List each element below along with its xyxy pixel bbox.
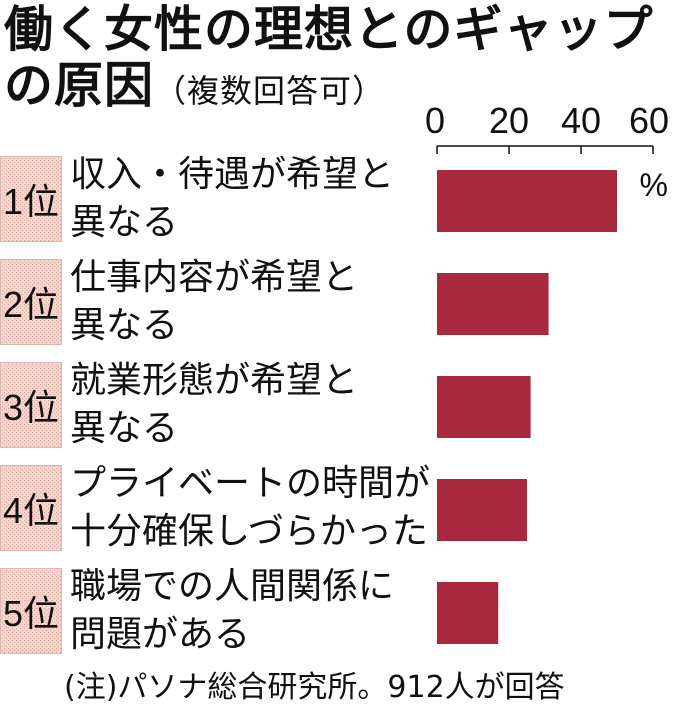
category-label-line1: プライベートの時間が <box>70 463 431 504</box>
rank-label: 2位 <box>0 259 62 345</box>
rank-label: 3位 <box>0 362 62 448</box>
rank-label: 5位 <box>0 568 62 654</box>
category-label-line2: 十分確保しづらかった <box>70 511 428 552</box>
rank-background <box>0 259 62 345</box>
category-label-line1: 職場での人間関係に <box>70 566 395 607</box>
x-tick-label: 0 <box>425 100 445 141</box>
category-label-line2: 異なる <box>70 408 179 449</box>
x-tick-label: 60 <box>629 100 669 141</box>
x-tick-label: 20 <box>489 100 529 141</box>
bar <box>437 479 527 541</box>
chart-subtitle: （複数回答可） <box>154 72 386 110</box>
bar <box>437 376 531 438</box>
x-tick-label: 40 <box>561 100 601 141</box>
rank-label: 1位 <box>0 156 62 242</box>
rank-background <box>0 568 62 654</box>
bar <box>437 582 499 644</box>
category-label-line2: 問題がある <box>70 614 251 655</box>
bar <box>437 170 617 232</box>
rank-label: 4位 <box>0 465 62 551</box>
unit-label: % <box>640 167 668 203</box>
category-label-line2: 異なる <box>70 202 179 243</box>
category-label-line2: 異なる <box>70 305 179 346</box>
chart-title-line2: の原因（複数回答可） <box>4 58 385 119</box>
chart-title: 働く女性の理想とのギャップ <box>4 1 654 58</box>
rank-background <box>0 362 62 448</box>
category-label-line1: 就業形態が希望と <box>70 360 359 401</box>
chart-title-cont: の原因 <box>4 57 155 114</box>
rank-background <box>0 465 62 551</box>
source-note: (注)パソナ総合研究所。912人が回答 <box>64 670 565 705</box>
rank-background <box>0 156 62 242</box>
bar <box>437 273 549 335</box>
category-label-line1: 仕事内容が希望と <box>70 257 359 298</box>
category-label-line1: 収入・待遇が希望と <box>70 154 395 195</box>
